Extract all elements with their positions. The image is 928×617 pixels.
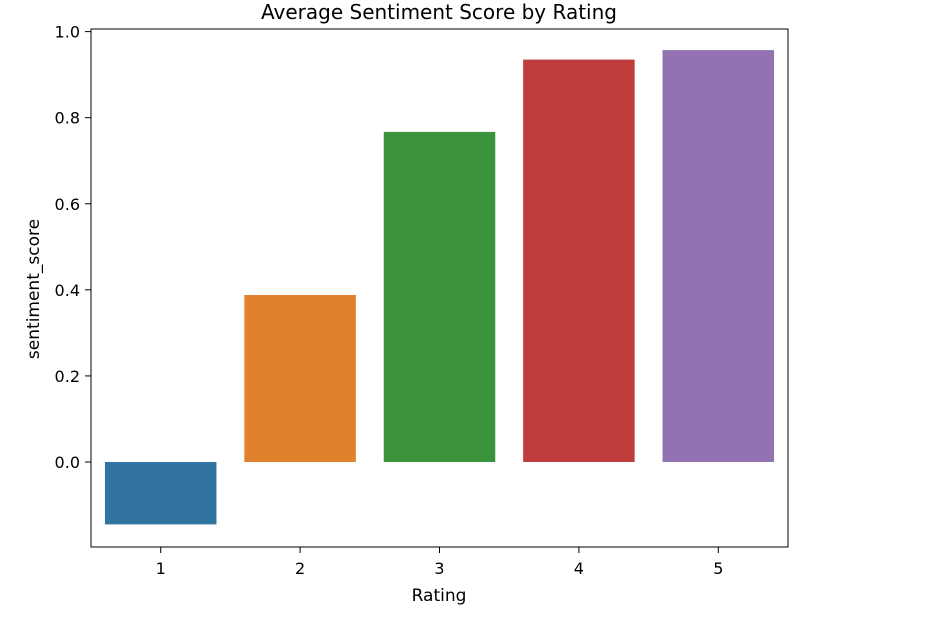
bars-group (104, 50, 775, 525)
x-tick-label: 5 (713, 559, 723, 578)
y-tick-label: 0.4 (55, 281, 80, 300)
chart-title: Average Sentiment Score by Rating (261, 0, 617, 24)
y-axis: 0.0 0.2 0.4 0.6 0.8 1.0 (55, 23, 91, 472)
x-tick-label: 3 (434, 559, 444, 578)
bar-rating-4 (523, 59, 635, 462)
bar-rating-1 (104, 462, 217, 525)
x-axis-label: Rating (412, 586, 467, 606)
x-axis: 1 2 3 4 5 (156, 547, 723, 578)
y-tick-label: 1.0 (55, 23, 80, 42)
x-tick-label: 2 (295, 559, 305, 578)
bar-rating-2 (244, 295, 356, 462)
y-tick-label: 0.6 (55, 195, 80, 214)
y-tick-label: 0.8 (55, 109, 80, 128)
y-tick-label: 0.2 (55, 367, 80, 386)
bar-rating-3 (383, 131, 496, 462)
bar-rating-5 (662, 50, 775, 463)
y-axis-label: sentiment_score (24, 219, 44, 359)
y-tick-label: 0.0 (55, 453, 80, 472)
x-tick-label: 4 (574, 559, 584, 578)
x-tick-label: 1 (156, 559, 166, 578)
